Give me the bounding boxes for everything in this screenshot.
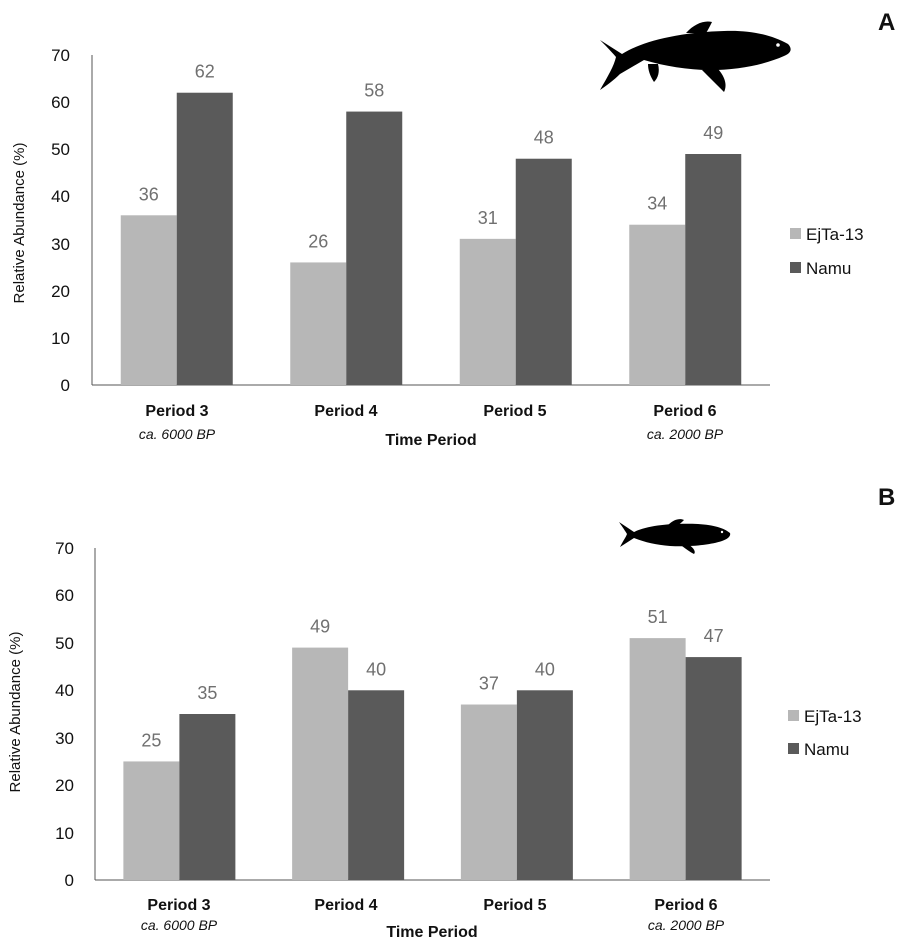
y-tick-a-20: 20 bbox=[51, 282, 70, 301]
bar-a-ejta-13-period-3 bbox=[120, 215, 177, 385]
data-label-b-ejta-13-period-5: 37 bbox=[479, 674, 499, 694]
bar-a-namu-period-6 bbox=[685, 154, 742, 385]
x-sublabel-a-period-6: ca. 2000 BP bbox=[647, 426, 724, 442]
bars-a: 36 62 26 58 31 48 34 49 bbox=[120, 62, 742, 386]
x-category-a-period-6: Period 6 bbox=[653, 403, 716, 420]
bar-a-ejta-13-period-6 bbox=[629, 224, 686, 385]
legend-label-a-ejta13: EjTa-13 bbox=[806, 225, 864, 244]
x-category-b-period-6: Period 6 bbox=[654, 897, 717, 914]
data-label-a-ejta-13-period-5: 31 bbox=[478, 208, 498, 228]
data-label-a-namu-period-6: 49 bbox=[703, 123, 723, 143]
y-tick-b-60: 60 bbox=[55, 586, 74, 605]
x-category-a-period-5: Period 5 bbox=[483, 403, 546, 420]
bar-b-namu-period-4 bbox=[348, 690, 405, 880]
bar-a-ejta-13-period-5 bbox=[459, 238, 516, 385]
data-label-b-ejta-13-period-4: 49 bbox=[310, 617, 330, 637]
bars-b: 25 35 49 40 37 40 51 47 bbox=[123, 607, 742, 880]
data-label-a-ejta-13-period-3: 36 bbox=[139, 184, 159, 204]
y-ticks-b: 0 10 20 30 40 50 60 70 bbox=[55, 539, 74, 890]
x-category-b-period-3: Period 3 bbox=[147, 897, 210, 914]
y-tick-b-40: 40 bbox=[55, 681, 74, 700]
y-axis-label-a: Relative Abundance (%) bbox=[11, 143, 28, 304]
data-label-b-ejta-13-period-3: 25 bbox=[141, 730, 161, 750]
chart-b: B Relative Abundance (%) 0 10 20 30 40 5… bbox=[7, 484, 895, 941]
y-tick-a-50: 50 bbox=[51, 140, 70, 159]
data-label-b-ejta-13-period-6: 51 bbox=[648, 607, 668, 627]
y-tick-a-40: 40 bbox=[51, 187, 70, 206]
bar-a-namu-period-3 bbox=[176, 92, 233, 385]
legend-label-a-namu: Namu bbox=[806, 259, 851, 278]
data-label-a-namu-period-4: 58 bbox=[364, 81, 384, 101]
data-label-a-namu-period-5: 48 bbox=[534, 128, 554, 148]
y-tick-a-10: 10 bbox=[51, 329, 70, 348]
chart-a: A Relative Abundance (%) 0 10 20 30 40 5… bbox=[11, 9, 895, 449]
panel-label-b: B bbox=[878, 484, 895, 511]
x-sublabel-b-period-3: ca. 6000 BP bbox=[141, 917, 218, 933]
panel-label-a: A bbox=[878, 9, 895, 36]
bar-a-namu-period-5 bbox=[515, 158, 572, 385]
x-category-b-period-4: Period 4 bbox=[314, 897, 377, 914]
bar-b-ejta-13-period-6 bbox=[629, 638, 686, 880]
bar-a-ejta-13-period-4 bbox=[290, 262, 347, 385]
legend-swatch-b-namu bbox=[788, 743, 799, 754]
x-sublabel-b-period-6: ca. 2000 BP bbox=[648, 917, 725, 933]
bar-b-namu-period-6 bbox=[685, 657, 742, 880]
y-tick-a-70: 70 bbox=[51, 46, 70, 65]
bar-b-namu-period-5 bbox=[516, 690, 573, 880]
legend-swatch-a-namu bbox=[790, 262, 801, 273]
bar-b-ejta-13-period-4 bbox=[292, 647, 349, 880]
data-label-a-ejta-13-period-4: 26 bbox=[308, 231, 328, 251]
legend-b: EjTa-13 Namu bbox=[788, 707, 862, 759]
x-axis-label-b: Time Period bbox=[386, 924, 477, 941]
y-tick-b-50: 50 bbox=[55, 634, 74, 653]
y-tick-b-30: 30 bbox=[55, 729, 74, 748]
y-tick-b-70: 70 bbox=[55, 539, 74, 558]
y-tick-b-20: 20 bbox=[55, 776, 74, 795]
x-axis-label-a: Time Period bbox=[385, 432, 476, 449]
data-label-b-namu-period-5: 40 bbox=[535, 659, 555, 679]
x-category-a-period-4: Period 4 bbox=[314, 403, 377, 420]
data-label-b-namu-period-3: 35 bbox=[197, 683, 217, 703]
bar-a-namu-period-4 bbox=[346, 111, 403, 386]
y-tick-b-10: 10 bbox=[55, 824, 74, 843]
y-ticks-a: 0 10 20 30 40 50 60 70 bbox=[51, 46, 70, 395]
y-tick-b-0: 0 bbox=[65, 871, 74, 890]
small-fish-silhouette-icon bbox=[619, 519, 731, 554]
data-label-b-namu-period-4: 40 bbox=[366, 659, 386, 679]
x-category-a-period-3: Period 3 bbox=[145, 403, 208, 420]
bar-b-ejta-13-period-3 bbox=[123, 761, 180, 880]
data-label-a-ejta-13-period-6: 34 bbox=[647, 194, 667, 214]
legend-swatch-b-ejta13 bbox=[788, 710, 799, 721]
legend-label-b-namu: Namu bbox=[804, 740, 849, 759]
legend-a: EjTa-13 Namu bbox=[790, 225, 864, 278]
y-tick-a-0: 0 bbox=[61, 376, 70, 395]
bar-b-ejta-13-period-5 bbox=[460, 704, 517, 880]
data-label-b-namu-period-6: 47 bbox=[704, 626, 724, 646]
y-axis-label-b: Relative Abundance (%) bbox=[7, 632, 24, 793]
y-tick-a-60: 60 bbox=[51, 93, 70, 112]
legend-label-b-ejta13: EjTa-13 bbox=[804, 707, 862, 726]
data-label-a-namu-period-3: 62 bbox=[195, 62, 215, 82]
y-tick-a-30: 30 bbox=[51, 235, 70, 254]
bar-b-namu-period-3 bbox=[179, 714, 236, 880]
x-category-b-period-5: Period 5 bbox=[483, 897, 546, 914]
x-sublabel-a-period-3: ca. 6000 BP bbox=[139, 426, 216, 442]
legend-swatch-a-ejta13 bbox=[790, 228, 801, 239]
large-fish-silhouette-icon bbox=[600, 21, 791, 92]
